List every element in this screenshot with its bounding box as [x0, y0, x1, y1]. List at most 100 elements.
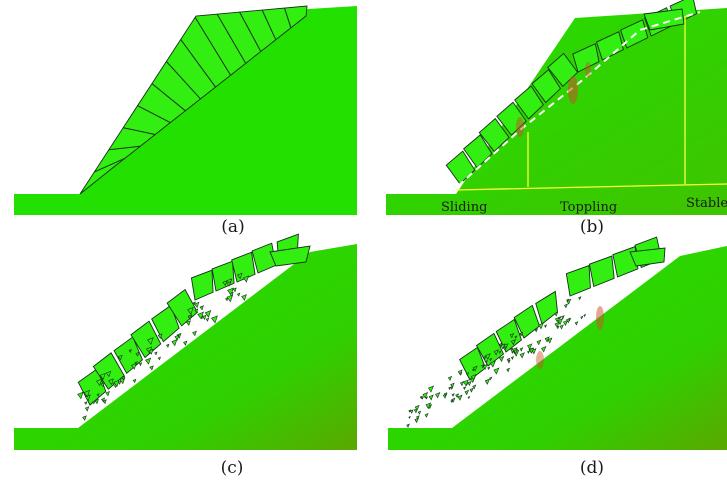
joint-line — [123, 127, 156, 135]
debris-fragment — [464, 389, 470, 396]
debris-fragment — [187, 306, 194, 315]
zone-label-sliding: Sliding — [441, 200, 487, 215]
debris-fragment — [457, 394, 463, 401]
debris-fragment — [227, 287, 234, 296]
debris-fragment — [538, 322, 544, 330]
debris-fragment — [499, 342, 503, 347]
debris-fragment — [447, 375, 453, 382]
debris-fragments-d — [406, 296, 587, 428]
debris-fragment — [205, 317, 210, 322]
debris-fragment — [92, 400, 96, 405]
panel-a: (a) — [14, 5, 357, 237]
debris-fragment — [417, 410, 422, 415]
debris-fragment — [450, 382, 455, 388]
stress-spot-d1 — [596, 306, 604, 330]
debris-fragment — [503, 346, 507, 351]
debris-fragment — [409, 409, 414, 414]
joint-line — [239, 11, 262, 52]
collapsed-blocks-d — [459, 236, 666, 381]
debris-fragment — [519, 352, 525, 359]
debris-fragment — [414, 417, 420, 424]
debris-fragment — [117, 380, 122, 385]
debris-fragment — [554, 316, 560, 323]
debris-fragment — [499, 355, 505, 363]
debris-fragment — [490, 360, 496, 368]
zone-label-toppling: Toppling — [560, 200, 617, 215]
debris-fragment — [469, 387, 474, 393]
rock-block — [130, 320, 162, 359]
debris-fragment — [96, 378, 103, 387]
debris-fragment — [188, 315, 192, 321]
slope-body-b — [386, 8, 727, 215]
panel-d: (d) — [388, 236, 727, 478]
debris-fragment — [100, 382, 105, 388]
debris-fragment — [544, 324, 548, 328]
debris-fragment — [443, 392, 448, 397]
debris-fragment — [519, 331, 524, 337]
debris-fragment — [561, 315, 565, 320]
slope-body-c — [14, 244, 357, 450]
debris-fragment — [574, 321, 579, 326]
debris-fragment — [416, 415, 420, 420]
debris-fragment — [559, 324, 564, 330]
joint-line — [216, 13, 247, 64]
debris-fragment — [108, 378, 114, 386]
debris-fragment — [171, 339, 178, 347]
debris-fragment — [101, 397, 106, 403]
debris-fragment — [166, 343, 170, 348]
debris-fragment — [511, 350, 514, 354]
debris-fragment — [485, 360, 488, 364]
debris-fragment — [77, 391, 84, 400]
joint-line — [194, 17, 232, 76]
debris-fragment — [242, 275, 249, 283]
debris-fragment — [236, 292, 241, 297]
debris-fragment — [528, 347, 535, 354]
debris-fragment — [422, 392, 429, 399]
debris-fragment — [450, 399, 454, 404]
debris-fragment — [192, 301, 196, 306]
debris-fragment — [131, 362, 137, 370]
debris-fragment — [489, 376, 493, 381]
joint-line — [261, 9, 277, 40]
debris-fragment — [485, 353, 491, 360]
debris-fragment — [509, 347, 514, 352]
debris-fragment — [459, 381, 465, 387]
debris-fragment — [225, 297, 229, 302]
debris-fragment — [105, 390, 110, 397]
rock-block — [588, 255, 615, 288]
debris-fragment — [204, 310, 212, 318]
debris-fragment — [232, 287, 237, 293]
debris-fragment — [96, 393, 100, 397]
debris-fragment — [147, 337, 154, 346]
joint-line — [180, 39, 216, 88]
panel-b: Sliding Toppling Stable (b) — [386, 0, 727, 237]
joint-line — [108, 145, 141, 151]
debris-fragment — [554, 311, 559, 317]
debris-fragment — [135, 351, 140, 357]
debris-fragment — [241, 294, 247, 301]
debris-fragment — [84, 401, 88, 406]
debris-fragment — [465, 372, 470, 377]
rock-block — [463, 134, 493, 169]
debris-fragment — [487, 366, 491, 371]
debris-fragment — [229, 291, 234, 297]
debris-fragment — [463, 386, 467, 391]
debris-fragment — [506, 367, 511, 373]
debris-fragment — [527, 343, 533, 350]
debris-fragment — [513, 348, 519, 355]
rock-block — [211, 260, 235, 292]
debris-fragment — [564, 303, 569, 309]
debris-fragment — [194, 308, 199, 314]
debris-fragment — [186, 320, 191, 327]
debris-fragment — [563, 319, 569, 326]
debris-fragment — [199, 305, 204, 311]
debris-fragment — [568, 318, 571, 322]
debris-fragment — [459, 371, 463, 376]
debris-fragment — [149, 365, 154, 371]
zone-label-stable: Stable — [686, 196, 727, 211]
rock-block — [535, 290, 558, 325]
rock-block — [572, 43, 600, 73]
debris-fragment — [419, 395, 423, 400]
debris-fragment — [83, 389, 90, 398]
